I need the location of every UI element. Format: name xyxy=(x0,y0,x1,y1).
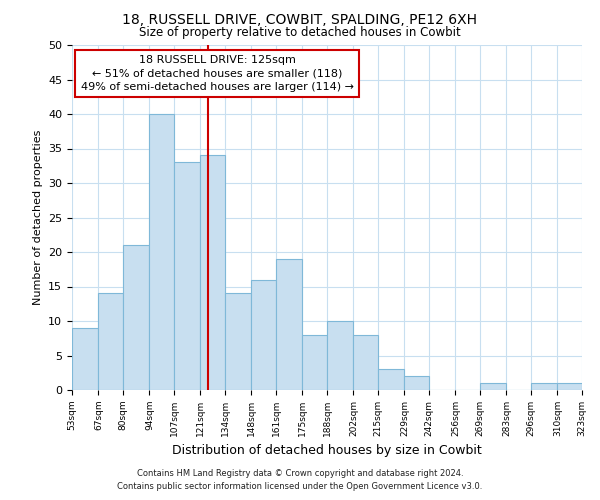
X-axis label: Distribution of detached houses by size in Cowbit: Distribution of detached houses by size … xyxy=(172,444,482,458)
Bar xyxy=(72,328,98,390)
Bar xyxy=(404,376,429,390)
Bar xyxy=(149,114,174,390)
Bar xyxy=(276,259,302,390)
Text: 18 RUSSELL DRIVE: 125sqm
← 51% of detached houses are smaller (118)
49% of semi-: 18 RUSSELL DRIVE: 125sqm ← 51% of detach… xyxy=(81,56,354,92)
Bar xyxy=(531,383,557,390)
Bar xyxy=(251,280,276,390)
Bar xyxy=(98,294,123,390)
Bar xyxy=(123,245,149,390)
Bar xyxy=(557,383,582,390)
Bar xyxy=(353,335,378,390)
Text: Size of property relative to detached houses in Cowbit: Size of property relative to detached ho… xyxy=(139,26,461,39)
Bar xyxy=(302,335,327,390)
Bar xyxy=(200,156,225,390)
Bar xyxy=(327,321,353,390)
Text: 18, RUSSELL DRIVE, COWBIT, SPALDING, PE12 6XH: 18, RUSSELL DRIVE, COWBIT, SPALDING, PE1… xyxy=(122,12,478,26)
Bar xyxy=(480,383,506,390)
Bar xyxy=(378,370,404,390)
Bar xyxy=(225,294,251,390)
Y-axis label: Number of detached properties: Number of detached properties xyxy=(32,130,43,305)
Text: Contains HM Land Registry data © Crown copyright and database right 2024.
Contai: Contains HM Land Registry data © Crown c… xyxy=(118,470,482,491)
Bar xyxy=(174,162,200,390)
